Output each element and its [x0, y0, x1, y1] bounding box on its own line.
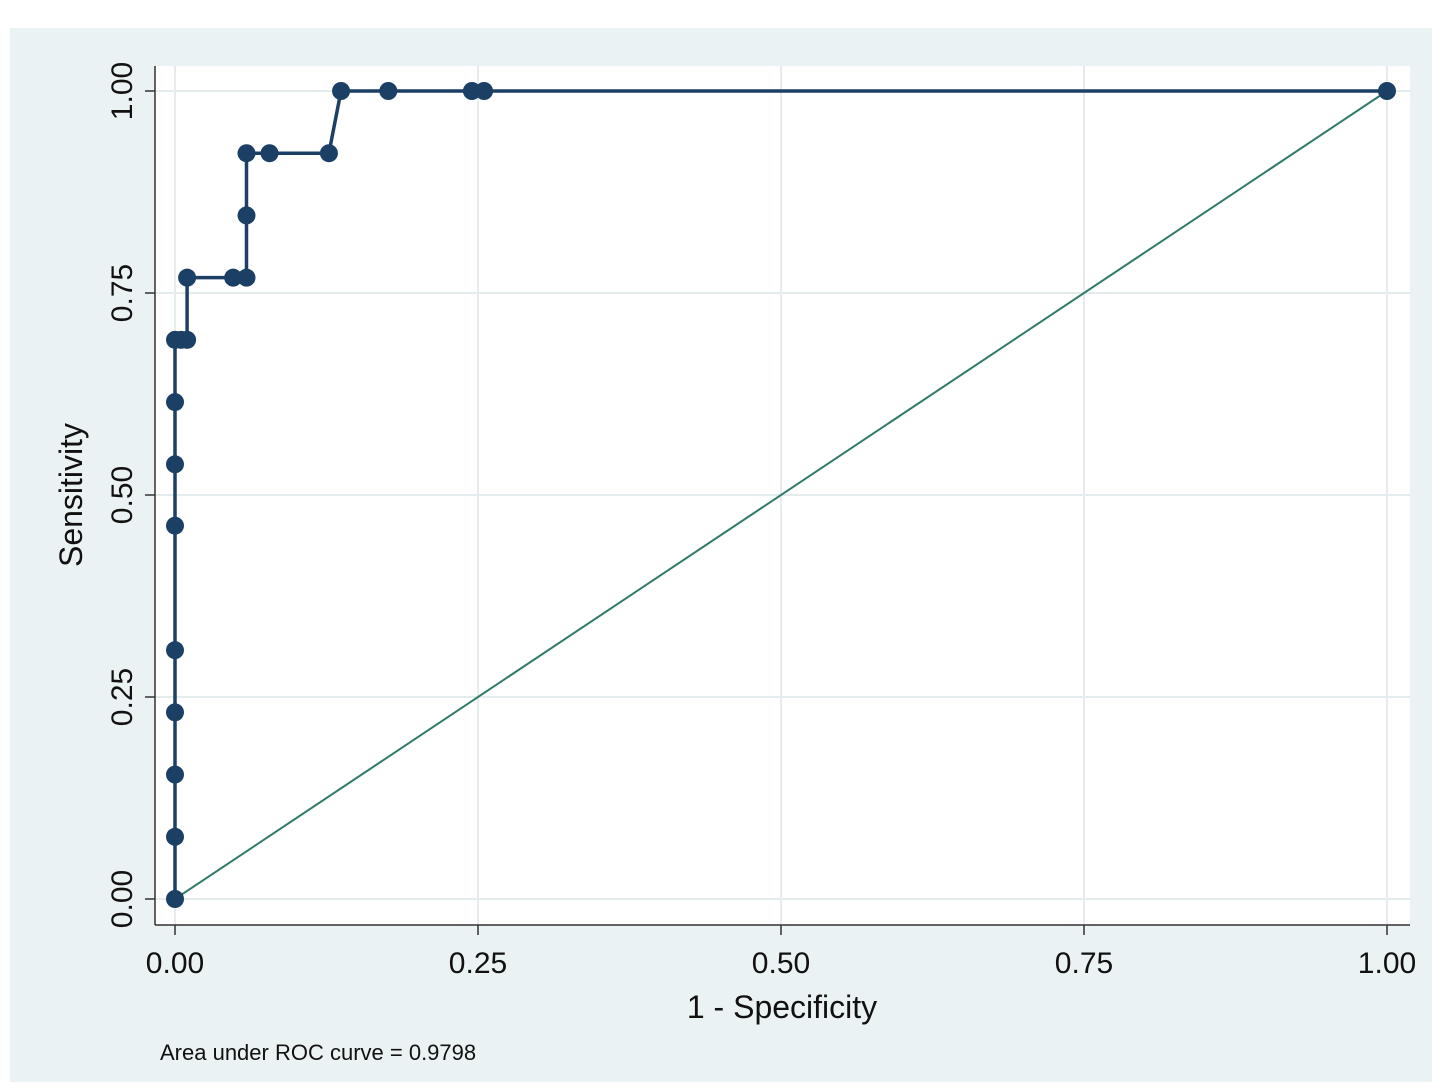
roc-point [319, 144, 338, 163]
roc-point [237, 206, 256, 225]
x-tick-label: 0.25 [449, 947, 507, 980]
roc-point [166, 641, 184, 660]
roc-point [475, 82, 494, 100]
reference-line [174, 90, 1388, 900]
roc-point [166, 765, 184, 784]
series-group [166, 82, 1396, 908]
roc-point [379, 82, 398, 100]
roc-point [166, 827, 184, 846]
x-tick-label: 1.00 [1358, 947, 1416, 980]
y-tick-label: 0.75 [106, 264, 139, 322]
roc-point [166, 516, 184, 535]
x-tick-label: 0.00 [146, 947, 204, 980]
y-tick-label: 0.25 [106, 668, 139, 726]
roc-point [1378, 82, 1396, 100]
x-axis-title: 1 - Specificity [687, 989, 877, 1025]
roc-point [166, 393, 184, 412]
roc-point [166, 455, 184, 474]
roc-chart: 0.00 0.25 0.50 0.75 1.00 0.00 0.25 0.50 0.75 1.00… [53, 62, 1416, 1065]
roc-point [237, 268, 256, 287]
chart-background: 0.00 0.25 0.50 0.75 1.00 0.00 0.25 0.50 0.75 1.00… [10, 28, 1432, 1082]
y-axis-title: Sensitivity [53, 423, 89, 567]
y-tick-label: 0.00 [106, 870, 139, 928]
roc-point [224, 268, 243, 287]
axis-ticks: 0.00 0.25 0.50 0.75 1.00 0.00 0.25 0.50 0.75 1.00 [106, 62, 1416, 980]
y-tick-label: 1.00 [106, 62, 139, 120]
roc-point [178, 268, 197, 287]
x-tick-label: 0.75 [1055, 947, 1113, 980]
roc-point [260, 144, 279, 163]
roc-point [166, 703, 184, 722]
auc-note: Area under ROC curve = 0.9798 [160, 1040, 476, 1065]
roc-point [166, 890, 184, 908]
roc-point [332, 82, 351, 100]
roc-point [237, 144, 256, 163]
y-tick-label: 0.50 [106, 466, 139, 524]
roc-point [178, 330, 197, 349]
x-tick-label: 0.50 [752, 947, 810, 980]
